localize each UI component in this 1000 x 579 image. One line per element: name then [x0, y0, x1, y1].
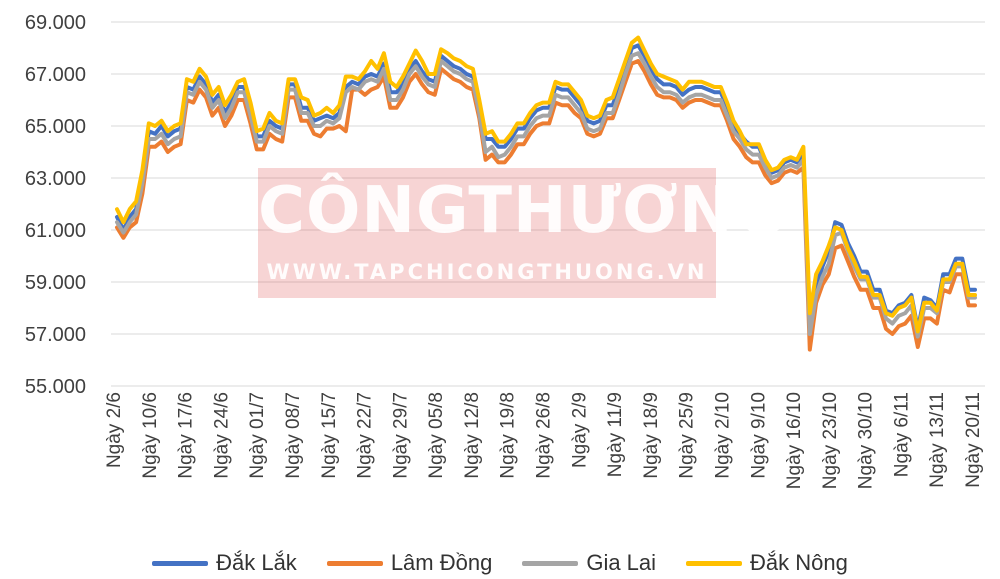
x-tick-label: Ngày 19/8	[498, 392, 519, 479]
legend-item: Đắk Lắk	[152, 550, 297, 576]
x-tick-label: Ngày 22/7	[355, 392, 376, 479]
x-tick-label: Ngày 2/10	[712, 392, 733, 479]
legend-swatch	[686, 560, 743, 566]
series-line-2	[115, 59, 977, 352]
legend-label: Gia Lai	[586, 550, 657, 575]
legend-label: Lâm Đồng	[390, 550, 493, 575]
x-tick-label: Ngày 05/8	[426, 392, 447, 479]
chart-legend: Đắk Lắk Lâm Đồng Gia Lai Đắk Nông	[0, 550, 1000, 576]
legend-swatch	[522, 560, 579, 566]
series-line-4	[115, 35, 977, 334]
x-tick-label: Ngày 11/9	[605, 392, 626, 477]
y-tick-label: 55.000	[25, 376, 86, 398]
y-tick-label: 69.000	[25, 12, 86, 34]
x-tick-label: Ngày 18/9	[641, 392, 662, 479]
x-tick-label: Ngày 10/6	[140, 392, 161, 479]
legend-item: Lâm Đồng	[326, 550, 493, 576]
x-tick-label: Ngày 2/9	[569, 392, 590, 468]
y-tick-label: 65.000	[25, 116, 86, 138]
y-tick-label: 61.000	[25, 220, 86, 242]
x-tick-label: Ngày 17/6	[176, 392, 197, 479]
y-tick-label: 57.000	[25, 324, 86, 346]
x-tick-label: Ngày 20/11	[963, 392, 984, 488]
legend-swatch	[152, 560, 209, 566]
watermark-banner: CÔNGTHƯƠNG WWW.TAPCHICONGTHUONG.VN	[258, 168, 788, 298]
legend-swatch	[326, 560, 383, 566]
x-tick-label: Ngày 29/7	[390, 392, 411, 479]
x-tick-label: Ngày 26/8	[534, 392, 555, 479]
y-tick-label: 67.000	[25, 64, 86, 86]
y-tick-label: 63.000	[25, 168, 86, 190]
x-tick-label: Ngày 25/9	[677, 392, 698, 479]
x-tick-label: Ngày 01/7	[247, 392, 268, 479]
legend-label: Đắk Nông	[750, 550, 848, 575]
x-tick-label: Ngày 6/11	[891, 392, 912, 477]
x-tick-label: Ngày 12/8	[462, 392, 483, 479]
y-axis-tick-labels: 55.000 57.000 59.000 61.000 63.000 65.000 67.0…	[25, 12, 86, 398]
x-tick-label: Ngày 2/6	[104, 392, 125, 468]
x-tick-label: Ngày 9/10	[748, 392, 769, 479]
legend-item: Gia Lai	[522, 550, 656, 576]
x-tick-label: Ngày 16/10	[784, 392, 805, 489]
x-tick-label: Ngày 30/10	[856, 392, 877, 489]
x-tick-label: Ngày 08/7	[283, 392, 304, 479]
x-axis-tick-labels: Ngày 2/6 Ngày 10/6 Ngày 17/6 Ngày 24/6 Ngày …	[104, 392, 984, 489]
legend-item: Đắk Nông	[686, 550, 848, 576]
x-tick-label: Ngày 23/10	[820, 392, 841, 489]
series-line-3	[115, 51, 977, 339]
x-tick-label: Ngày 15/7	[319, 392, 340, 479]
series-lines	[115, 35, 977, 352]
x-tick-label: Ngày 24/6	[211, 392, 232, 479]
watermark-title: CÔNGTHƯƠNG	[258, 174, 788, 248]
x-tick-label: Ngày 13/11	[927, 392, 948, 488]
legend-label: Đắk Lắk	[216, 550, 297, 575]
watermark-url: WWW.TAPCHICONGTHUONG.VN	[266, 260, 708, 284]
y-tick-label: 59.000	[25, 272, 86, 294]
